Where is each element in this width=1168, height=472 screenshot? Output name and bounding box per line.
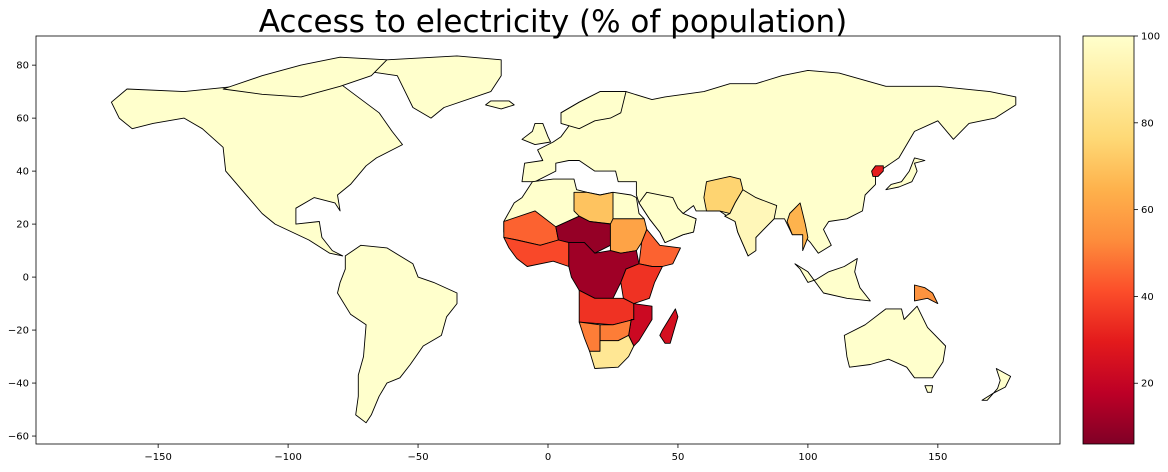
y-tick-label: −40 <box>8 379 29 390</box>
x-tick-label: −50 <box>407 452 428 463</box>
map-title: Access to electricity (% of population) <box>259 4 847 40</box>
x-tick-label: 0 <box>545 452 551 463</box>
y-tick-label: 0 <box>23 273 29 284</box>
colorbar-tick-label: 20 <box>1141 379 1154 390</box>
region-australia <box>843 305 947 379</box>
region-japan <box>885 157 926 191</box>
x-tick-label: 50 <box>672 452 685 463</box>
colorbar-frame <box>1082 35 1135 445</box>
x-axis: −150 −100 −50 0 50 100 150 <box>144 444 947 463</box>
region-south-africa <box>589 334 635 369</box>
x-tick-label: 150 <box>928 452 947 463</box>
x-tick-label: −150 <box>144 452 171 463</box>
colorbar-tick-label: 100 <box>1141 32 1160 43</box>
region-north-america <box>110 83 403 257</box>
colorbar-tick-label: 80 <box>1141 118 1154 129</box>
region-arabian-peninsula <box>638 191 697 244</box>
y-tick-label: −20 <box>8 326 29 337</box>
colorbar-tick-label: 40 <box>1141 292 1154 303</box>
region-namibia <box>578 321 601 352</box>
x-tick-label: −100 <box>274 452 301 463</box>
region-scandinavia-baltic <box>560 91 627 130</box>
region-east-africa-kenya-tanzania <box>620 263 663 305</box>
region-tasmania <box>924 385 934 393</box>
y-axis: −60 −40 −20 0 20 40 60 80 <box>8 61 36 443</box>
y-tick-label: 40 <box>16 167 29 178</box>
y-tick-label: 20 <box>16 220 29 231</box>
region-united-kingdom-ireland <box>521 122 552 146</box>
region-arctic-archipelago <box>222 56 388 98</box>
region-north-korea <box>871 165 884 177</box>
land-layer <box>110 55 1017 424</box>
region-south-america <box>337 244 458 424</box>
region-new-zealand <box>981 368 1012 401</box>
region-iceland <box>485 100 515 110</box>
region-papua-new-guinea <box>914 284 939 305</box>
y-tick-label: 80 <box>16 61 29 72</box>
region-indonesia-philippines <box>794 258 871 302</box>
x-tick-label: 100 <box>798 452 817 463</box>
region-india <box>724 189 778 257</box>
colorbar <box>1083 36 1134 444</box>
region-myanmar <box>786 202 809 252</box>
colorbar-tick-label: 60 <box>1141 205 1154 216</box>
y-tick-label: 60 <box>16 114 29 125</box>
colorbar-ticks: 20 40 60 80 100 <box>1134 32 1160 390</box>
y-tick-label: −60 <box>8 432 29 443</box>
region-pakistan-afghanistan <box>703 175 744 214</box>
region-madagascar <box>659 308 679 344</box>
